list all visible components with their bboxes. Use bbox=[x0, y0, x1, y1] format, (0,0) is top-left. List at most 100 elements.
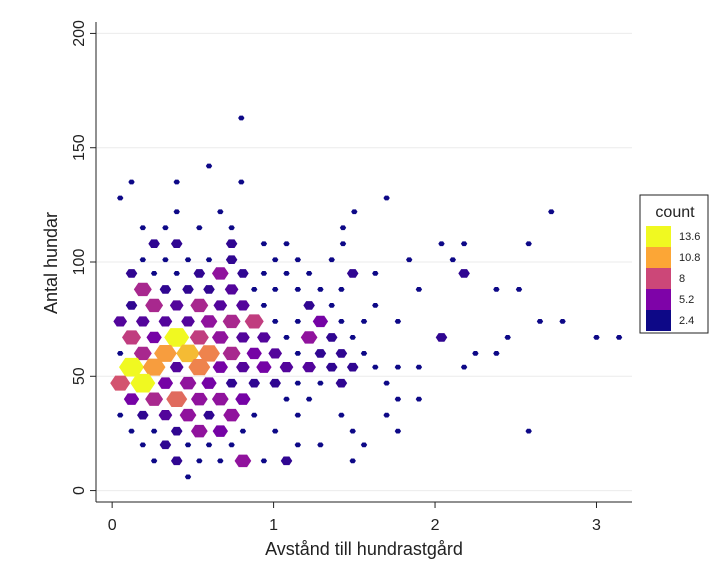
hex-bin-28 bbox=[205, 257, 213, 263]
legend-label-4: 2.4 bbox=[679, 315, 694, 327]
hex-bin-11 bbox=[139, 225, 147, 231]
hex-bin-41 bbox=[260, 271, 268, 276]
hex-bin-21 bbox=[339, 241, 347, 247]
hex-bin-33 bbox=[406, 257, 413, 263]
legend-label-2: 8 bbox=[679, 273, 685, 285]
hex-bin-52 bbox=[251, 287, 258, 292]
hex-bin-103 bbox=[176, 344, 200, 363]
hex-bin-1 bbox=[205, 163, 213, 169]
legend-label-0: 13.6 bbox=[679, 231, 700, 243]
hex-bin-97 bbox=[504, 335, 511, 340]
hex-bin-72 bbox=[158, 316, 173, 327]
hex-bin-77 bbox=[272, 319, 279, 324]
hex-bin-87 bbox=[164, 328, 190, 347]
hex-bin-60 bbox=[125, 301, 138, 310]
hex-bin-183 bbox=[234, 454, 252, 468]
x-tick-label-2: 2 bbox=[431, 517, 440, 534]
hex-bin-64 bbox=[213, 300, 228, 311]
hex-bin-125 bbox=[372, 364, 379, 370]
axes: 0 50 100 150 200 0 1 2 3 bbox=[71, 20, 632, 534]
hex-bin-49 bbox=[182, 285, 194, 294]
hex-bin-113 bbox=[493, 351, 500, 356]
hex-bin-36 bbox=[150, 271, 158, 276]
hex-bin-109 bbox=[314, 349, 327, 358]
hex-bin-140 bbox=[383, 380, 390, 386]
hex-bin-170 bbox=[525, 428, 532, 434]
hex-bin-34 bbox=[449, 257, 456, 263]
hex-bin-184 bbox=[260, 458, 268, 464]
hex-bin-74 bbox=[200, 315, 218, 328]
hex-bin-48 bbox=[159, 285, 172, 294]
hex-bin-45 bbox=[372, 271, 379, 276]
hex-bin-185 bbox=[280, 456, 293, 466]
hex-bins bbox=[110, 115, 623, 480]
hex-bin-84 bbox=[559, 319, 566, 324]
hex-bin-174 bbox=[205, 442, 213, 448]
hex-bin-131 bbox=[157, 377, 174, 389]
hex-bin-94 bbox=[325, 333, 338, 342]
hex-bin-13 bbox=[196, 225, 203, 231]
hex-bin-67 bbox=[303, 301, 315, 310]
hex-bin-63 bbox=[190, 298, 209, 313]
hex-bin-83 bbox=[536, 319, 544, 324]
hex-bin-16 bbox=[148, 239, 160, 249]
hex-bin-10 bbox=[548, 209, 555, 215]
legend-swatch-1 bbox=[646, 247, 671, 268]
hex-bin-18 bbox=[225, 239, 238, 249]
legend-label-3: 5.2 bbox=[679, 294, 694, 306]
hex-bin-73 bbox=[181, 316, 195, 327]
hex-bin-110 bbox=[335, 349, 348, 358]
y-axis-label: Antal hundar bbox=[41, 212, 61, 314]
hex-bin-116 bbox=[169, 362, 184, 373]
hex-bin-59 bbox=[515, 287, 523, 292]
hex-bin-120 bbox=[256, 361, 272, 373]
hex-bin-118 bbox=[212, 361, 228, 373]
hex-bin-81 bbox=[360, 319, 368, 324]
hex-bin-89 bbox=[211, 331, 229, 344]
hex-bin-177 bbox=[317, 442, 324, 448]
hex-bin-117 bbox=[188, 359, 211, 376]
hex-bin-27 bbox=[184, 257, 192, 263]
hex-bin-51 bbox=[224, 284, 239, 295]
hex-bin-114 bbox=[119, 357, 145, 377]
hex-bin-178 bbox=[360, 442, 368, 448]
x-tick-label-1: 1 bbox=[269, 517, 278, 534]
hex-bin-130 bbox=[130, 373, 156, 393]
hex-bin-92 bbox=[283, 335, 290, 340]
hex-bin-180 bbox=[170, 456, 183, 466]
hex-bin-12 bbox=[162, 225, 169, 231]
hex-bin-29 bbox=[225, 255, 238, 265]
hex-bin-171 bbox=[139, 442, 147, 448]
hex-bin-31 bbox=[294, 257, 302, 263]
hex-bin-143 bbox=[166, 391, 188, 407]
hex-bin-186 bbox=[349, 458, 356, 464]
hex-bin-182 bbox=[217, 458, 224, 464]
hex-bin-46 bbox=[458, 269, 470, 278]
hex-bin-39 bbox=[211, 267, 229, 280]
hex-bin-70 bbox=[113, 316, 128, 327]
hex-bin-40 bbox=[237, 269, 249, 278]
hex-bin-153 bbox=[158, 410, 173, 421]
hex-bin-124 bbox=[346, 362, 359, 372]
hex-bin-57 bbox=[415, 287, 423, 292]
hex-bin-121 bbox=[279, 362, 294, 373]
hex-bin-104 bbox=[198, 345, 220, 362]
x-axis-label: Avstånd till hundrastgård bbox=[265, 539, 463, 559]
hex-bin-146 bbox=[235, 393, 251, 405]
hex-bin-38 bbox=[193, 269, 206, 278]
hex-bin-86 bbox=[146, 331, 162, 344]
hex-bin-14 bbox=[228, 225, 235, 231]
legend: count 13.6 10.8 8 5.2 2.4 bbox=[639, 194, 709, 334]
hex-bin-79 bbox=[312, 315, 329, 328]
hex-bin-148 bbox=[305, 396, 313, 402]
hex-bin-144 bbox=[190, 392, 208, 406]
hex-bin-111 bbox=[360, 351, 368, 356]
hex-bin-26 bbox=[162, 257, 169, 263]
hex-bin-107 bbox=[268, 348, 283, 359]
hex-bin-127 bbox=[415, 364, 423, 370]
hex-bin-160 bbox=[383, 412, 390, 418]
hex-bin-19 bbox=[260, 241, 268, 247]
hex-bin-5 bbox=[117, 195, 124, 201]
hex-bin-122 bbox=[302, 362, 316, 373]
hex-bin-54 bbox=[294, 287, 302, 292]
